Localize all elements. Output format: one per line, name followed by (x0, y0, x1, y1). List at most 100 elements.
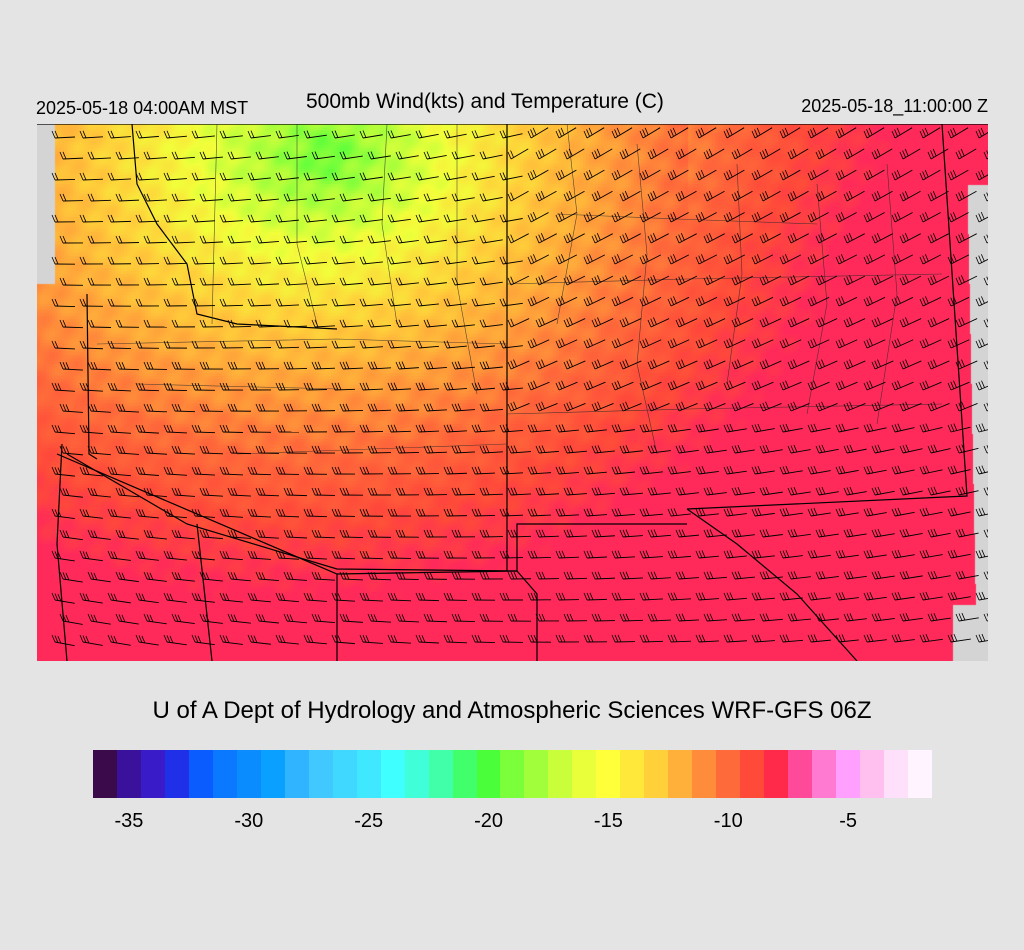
wind-barb (723, 465, 747, 475)
wind-barb (415, 256, 439, 265)
wind-barb (667, 550, 691, 559)
wind-barb (275, 256, 299, 265)
wind-barb (611, 424, 635, 433)
wind-barb (311, 613, 335, 624)
wind-barb (703, 529, 727, 538)
colorbar-swatch (284, 750, 309, 798)
wind-barb (59, 487, 83, 498)
colorbar-tick-label: -20 (474, 810, 503, 832)
wind-barb (843, 148, 865, 160)
colorbar-swatch (836, 750, 860, 798)
wind-barb (555, 424, 579, 433)
wind-barb (695, 508, 719, 517)
wind-barb (143, 151, 167, 160)
wind-barb (163, 214, 187, 223)
wind-barb (143, 445, 167, 455)
wind-barb (79, 382, 103, 392)
wind-barb (723, 508, 747, 517)
wind-barb (479, 235, 503, 244)
wind-barb (51, 298, 76, 308)
wind-barb (807, 550, 831, 559)
wind-barb (359, 592, 383, 602)
wind-barb (611, 550, 635, 559)
wind-barb (975, 465, 988, 475)
wind-barb (563, 148, 585, 160)
wind-barb (899, 444, 923, 454)
wind-barb (927, 528, 951, 538)
wind-barb (451, 193, 475, 202)
wind-barb (443, 550, 468, 559)
wind-barb (443, 298, 467, 307)
wind-barb (983, 613, 988, 622)
wind-barb (87, 193, 112, 202)
wind-barb (107, 634, 131, 646)
wind-barb (759, 233, 781, 244)
wind-barb (863, 254, 886, 265)
wind-barb (703, 444, 727, 454)
wind-barb (471, 298, 495, 307)
wind-barb (387, 550, 412, 559)
wind-barb (79, 256, 104, 265)
wind-barb (79, 550, 103, 562)
wind-barb (955, 444, 979, 454)
wind-barb (983, 445, 988, 454)
wind-barb (899, 148, 921, 160)
wind-barb (507, 487, 531, 496)
wind-barb (423, 571, 448, 580)
wind-barb (199, 361, 224, 370)
wind-barb (535, 529, 560, 538)
wind-barb (331, 508, 356, 517)
wind-barb (227, 361, 252, 370)
wind-barb (675, 275, 698, 286)
wind-barb (227, 487, 251, 497)
wind-barb (255, 361, 280, 370)
wind-barb (647, 317, 670, 328)
wind-barb (675, 529, 699, 538)
wind-barb (815, 190, 837, 202)
wind-barb (227, 193, 251, 202)
wind-barb (275, 298, 299, 307)
wind-barb (303, 340, 327, 349)
wind-barb (815, 528, 839, 538)
wind-barb (667, 634, 692, 643)
wind-barb (303, 298, 327, 307)
wind-barb (87, 361, 112, 371)
wind-barb (639, 380, 662, 391)
wind-barb (899, 359, 922, 370)
wind-barb (479, 487, 504, 496)
wind-barb (87, 571, 111, 583)
wind-barb (695, 211, 717, 223)
wind-barb (247, 214, 271, 223)
wind-barb (619, 529, 643, 538)
wind-barb (535, 233, 557, 244)
wind-barb (555, 211, 577, 223)
colorbar-swatch (812, 750, 837, 798)
wind-barb (779, 296, 802, 307)
wind-barb (339, 613, 363, 623)
wind-barb (779, 423, 803, 433)
wind-barb (675, 233, 697, 244)
wind-barb (983, 487, 988, 496)
wind-barb (723, 338, 746, 349)
temperature-wind-map (37, 124, 988, 661)
wind-barb (135, 298, 160, 307)
wind-barb (835, 507, 859, 517)
wind-barb (79, 424, 103, 434)
wind-barb (423, 613, 448, 623)
wind-barb (79, 592, 103, 604)
wind-barb (199, 403, 224, 412)
wind-barb (835, 549, 859, 559)
wind-barb (87, 445, 111, 456)
wind-barb (227, 403, 252, 412)
wind-barb (283, 487, 308, 497)
wind-barb (311, 361, 336, 370)
wind-barb (863, 423, 887, 433)
wind-barb (891, 127, 913, 139)
wind-barb (703, 275, 726, 286)
wind-barb (703, 571, 727, 580)
wind-barb (143, 235, 168, 244)
wind-barb (423, 277, 447, 286)
wind-barb (863, 465, 887, 475)
wind-barb (667, 338, 690, 349)
wind-barb (563, 445, 587, 454)
